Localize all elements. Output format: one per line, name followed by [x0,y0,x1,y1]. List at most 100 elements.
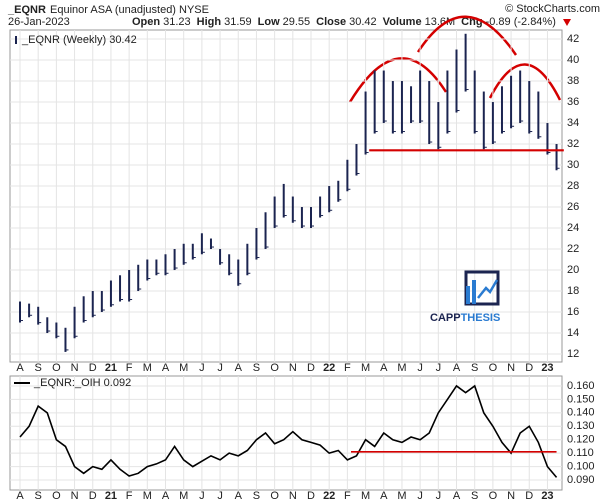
logo-bar [472,280,476,304]
x-tick-label: J [199,362,205,374]
quote-label: High [197,16,222,28]
x-tick-label: N [71,362,79,374]
x-tick-label: O [270,490,279,502]
y-tick-label: 0.150 [567,393,595,405]
y-tick-label: 22 [567,243,579,255]
x-tick-label: F [344,362,351,374]
pattern-arcs [348,15,562,103]
y-tick-label: 18 [567,285,579,297]
y-tick-label: 0.090 [567,474,595,486]
credit: © StockCharts.com [505,3,600,15]
x-tick-label: N [507,362,515,374]
x-tick-label: O [489,490,498,502]
subtitle: Equinor ASA (unadjusted) NYSE [50,4,209,16]
quote-label: Open [132,16,160,28]
x-tick-label: M [143,362,152,374]
logo-part: CAPP [430,312,461,324]
x-tick-label: N [507,490,515,502]
x-tick-label: O [52,490,61,502]
x-tick-label: J [199,490,205,502]
y-tick-label: 0.120 [567,434,595,446]
y-tick-label: 12 [567,348,579,360]
quote-value: 13.6M [425,16,456,28]
y-tick-label: 0.130 [567,420,595,432]
x-tick-label: A [380,490,388,502]
x-tick-label: 23 [541,362,553,374]
x-tick-label: O [270,362,279,374]
x-tick-label: S [35,490,42,502]
y-tick-label: 38 [567,75,579,87]
y-tick-label: 30 [567,159,579,171]
x-tick-label: S [471,490,478,502]
x-tick-label: N [71,490,79,502]
logo-arrow [477,279,499,299]
x-tick-label: D [307,490,315,502]
head [416,15,518,56]
y-tick-label: 28 [567,180,579,192]
x-tick-label: D [525,490,533,502]
quote-value: 30.42 [349,16,377,28]
ratio-panel [9,375,563,491]
x-tick-label: D [89,490,97,502]
quote: Open 31.23 High 31.59 Low 29.55 Close 30.42 Volu… [132,16,556,28]
x-tick-label: A [380,362,388,374]
logo: CAPPTHESIS [430,270,500,324]
x-tick-label: M [361,362,370,374]
quote-value: 31.23 [163,16,191,28]
x-tick-label: F [344,490,351,502]
x-tick-label: F [126,362,133,374]
x-tick-label: S [35,362,42,374]
y-tick-label: 42 [567,33,579,45]
ratio-line [19,384,558,478]
y-tick-label: 16 [567,306,579,318]
y-tick-label: 32 [567,138,579,150]
y-tick-label: 0.140 [567,407,595,419]
x-tick-label: D [307,362,315,374]
y-tick-label: 20 [567,264,579,276]
x-tick-label: 22 [323,490,335,502]
quote-value: -0.89 (-2.84%) [486,16,556,28]
x-tick-label: D [89,362,97,374]
x-tick-label: J [436,490,442,502]
x-tick-label: M [361,490,370,502]
legend-label: _EQNR:_OIH 0.092 [33,377,131,389]
down-arrow [563,19,571,26]
y-tick-label: 34 [567,117,579,129]
date: 26-Jan-2023 [8,16,70,28]
x-tick-label: A [453,490,461,502]
x-tick-label: J [217,362,223,374]
quote-value: 31.59 [224,16,252,28]
x-tick-label: N [289,490,297,502]
x-tick-label: 21 [105,362,117,374]
quote-value: 29.55 [283,16,311,28]
logo-text: CAPPTHESIS [430,312,500,324]
y-tick-label: 24 [567,222,579,234]
quote-label: Close [316,16,346,28]
y-tick-label: 14 [567,327,579,339]
y-tick-label: 0.160 [567,380,595,392]
x-tick-label: F [126,490,133,502]
x-tick-label: M [397,490,406,502]
x-tick-label: A [16,490,24,502]
x-tick-label: M [397,362,406,374]
symbol: _EQNR [7,4,46,16]
x-tick-label: M [179,490,188,502]
y-tick-label: 40 [567,54,579,66]
legend-label: _EQNR (Weekly) 30.42 [21,34,137,46]
x-tick-label: S [253,362,260,374]
x-tick-label: 21 [105,490,117,502]
y-tick-label: 0.110 [567,447,594,459]
x-tick-label: J [417,362,423,374]
x-tick-label: J [436,362,442,374]
quote-label: Volume [383,16,422,28]
x-tick-label: D [525,362,533,374]
quote-label: Low [258,16,280,28]
x-tick-label: A [162,490,170,502]
x-tick-label: O [489,362,498,374]
x-tick-label: J [217,490,223,502]
x-tick-label: 23 [541,490,553,502]
x-tick-label: 22 [323,362,335,374]
main-panel [9,29,563,363]
